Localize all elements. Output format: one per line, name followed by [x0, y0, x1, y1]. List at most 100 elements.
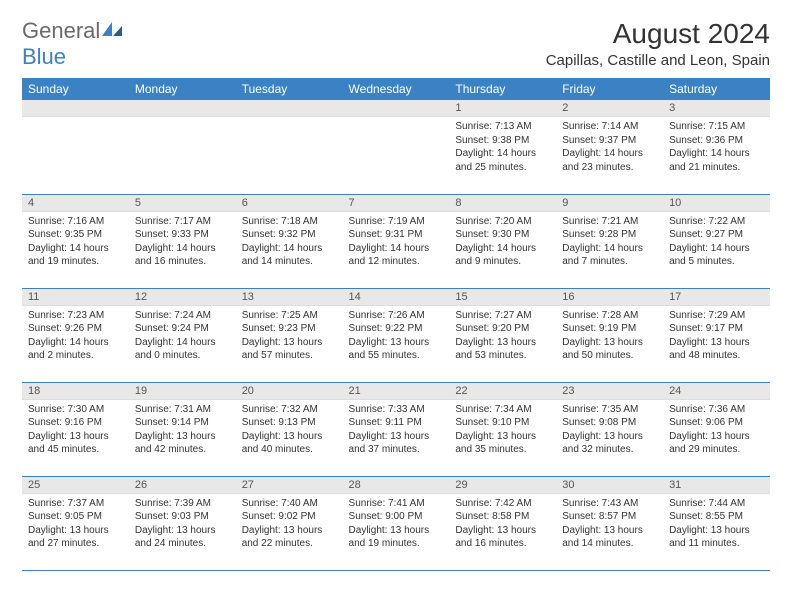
day-header: Tuesday: [236, 78, 343, 100]
sunrise-text: Sunrise: 7:36 AM: [669, 403, 764, 417]
sunset-text: Sunset: 9:13 PM: [242, 416, 337, 430]
sunset-text: Sunset: 9:08 PM: [562, 416, 657, 430]
calendar-cell: 16Sunrise: 7:28 AMSunset: 9:19 PMDayligh…: [556, 288, 663, 382]
sunset-text: Sunset: 9:33 PM: [135, 228, 230, 242]
sunrise-text: Sunrise: 7:21 AM: [562, 215, 657, 229]
calendar-cell: 23Sunrise: 7:35 AMSunset: 9:08 PMDayligh…: [556, 382, 663, 476]
sunrise-text: Sunrise: 7:31 AM: [135, 403, 230, 417]
calendar-cell: 2Sunrise: 7:14 AMSunset: 9:37 PMDaylight…: [556, 100, 663, 194]
day-header-row: SundayMondayTuesdayWednesdayThursdayFrid…: [22, 78, 770, 100]
cell-body: Sunrise: 7:23 AMSunset: 9:26 PMDaylight:…: [22, 306, 129, 366]
sunset-text: Sunset: 9:26 PM: [28, 322, 123, 336]
daylight-text: Daylight: 14 hours and 25 minutes.: [455, 147, 550, 174]
calendar-cell: 17Sunrise: 7:29 AMSunset: 9:17 PMDayligh…: [663, 288, 770, 382]
daylight-text: Daylight: 13 hours and 40 minutes.: [242, 430, 337, 457]
calendar-cell: [129, 100, 236, 194]
sunrise-text: Sunrise: 7:37 AM: [28, 497, 123, 511]
daylight-text: Daylight: 13 hours and 55 minutes.: [349, 336, 444, 363]
cell-body: Sunrise: 7:43 AMSunset: 8:57 PMDaylight:…: [556, 494, 663, 554]
daylight-text: Daylight: 13 hours and 32 minutes.: [562, 430, 657, 457]
sunrise-text: Sunrise: 7:32 AM: [242, 403, 337, 417]
calendar-row: 18Sunrise: 7:30 AMSunset: 9:16 PMDayligh…: [22, 382, 770, 476]
day-number: 22: [449, 383, 556, 400]
daylight-text: Daylight: 14 hours and 7 minutes.: [562, 242, 657, 269]
day-number: [236, 100, 343, 117]
daylight-text: Daylight: 13 hours and 45 minutes.: [28, 430, 123, 457]
sunset-text: Sunset: 9:28 PM: [562, 228, 657, 242]
sunset-text: Sunset: 9:06 PM: [669, 416, 764, 430]
calendar-cell: 21Sunrise: 7:33 AMSunset: 9:11 PMDayligh…: [343, 382, 450, 476]
sunrise-text: Sunrise: 7:16 AM: [28, 215, 123, 229]
cell-body: Sunrise: 7:32 AMSunset: 9:13 PMDaylight:…: [236, 400, 343, 460]
day-number: 9: [556, 195, 663, 212]
sunset-text: Sunset: 9:00 PM: [349, 510, 444, 524]
calendar-cell: 20Sunrise: 7:32 AMSunset: 9:13 PMDayligh…: [236, 382, 343, 476]
day-number: 29: [449, 477, 556, 494]
sunset-text: Sunset: 9:36 PM: [669, 134, 764, 148]
sunset-text: Sunset: 9:23 PM: [242, 322, 337, 336]
daylight-text: Daylight: 13 hours and 29 minutes.: [669, 430, 764, 457]
sunset-text: Sunset: 9:05 PM: [28, 510, 123, 524]
sunrise-text: Sunrise: 7:20 AM: [455, 215, 550, 229]
day-header: Wednesday: [343, 78, 450, 100]
sunrise-text: Sunrise: 7:34 AM: [455, 403, 550, 417]
sunset-text: Sunset: 8:55 PM: [669, 510, 764, 524]
calendar-cell: 11Sunrise: 7:23 AMSunset: 9:26 PMDayligh…: [22, 288, 129, 382]
calendar-cell: 19Sunrise: 7:31 AMSunset: 9:14 PMDayligh…: [129, 382, 236, 476]
calendar-row: 4Sunrise: 7:16 AMSunset: 9:35 PMDaylight…: [22, 194, 770, 288]
sunrise-text: Sunrise: 7:44 AM: [669, 497, 764, 511]
logo: General Blue: [22, 18, 124, 70]
daylight-text: Daylight: 13 hours and 24 minutes.: [135, 524, 230, 551]
cell-body: Sunrise: 7:42 AMSunset: 8:58 PMDaylight:…: [449, 494, 556, 554]
calendar-cell: 13Sunrise: 7:25 AMSunset: 9:23 PMDayligh…: [236, 288, 343, 382]
day-number: 3: [663, 100, 770, 117]
cell-body: Sunrise: 7:14 AMSunset: 9:37 PMDaylight:…: [556, 117, 663, 177]
day-number: 15: [449, 289, 556, 306]
daylight-text: Daylight: 14 hours and 23 minutes.: [562, 147, 657, 174]
sunset-text: Sunset: 9:17 PM: [669, 322, 764, 336]
calendar-cell: 8Sunrise: 7:20 AMSunset: 9:30 PMDaylight…: [449, 194, 556, 288]
daylight-text: Daylight: 13 hours and 42 minutes.: [135, 430, 230, 457]
cell-body: Sunrise: 7:31 AMSunset: 9:14 PMDaylight:…: [129, 400, 236, 460]
day-number: 23: [556, 383, 663, 400]
daylight-text: Daylight: 14 hours and 14 minutes.: [242, 242, 337, 269]
calendar-cell: 14Sunrise: 7:26 AMSunset: 9:22 PMDayligh…: [343, 288, 450, 382]
daylight-text: Daylight: 14 hours and 5 minutes.: [669, 242, 764, 269]
day-number: 16: [556, 289, 663, 306]
day-number: 10: [663, 195, 770, 212]
daylight-text: Daylight: 14 hours and 0 minutes.: [135, 336, 230, 363]
page-header: General Blue August 2024 Capillas, Casti…: [22, 18, 770, 70]
sunrise-text: Sunrise: 7:14 AM: [562, 120, 657, 134]
calendar-cell: 10Sunrise: 7:22 AMSunset: 9:27 PMDayligh…: [663, 194, 770, 288]
calendar-cell: [22, 100, 129, 194]
sunset-text: Sunset: 9:22 PM: [349, 322, 444, 336]
cell-body: Sunrise: 7:35 AMSunset: 9:08 PMDaylight:…: [556, 400, 663, 460]
calendar-head: SundayMondayTuesdayWednesdayThursdayFrid…: [22, 78, 770, 100]
calendar-cell: 1Sunrise: 7:13 AMSunset: 9:38 PMDaylight…: [449, 100, 556, 194]
calendar-cell: 30Sunrise: 7:43 AMSunset: 8:57 PMDayligh…: [556, 476, 663, 570]
sunset-text: Sunset: 9:20 PM: [455, 322, 550, 336]
day-number: 7: [343, 195, 450, 212]
sunrise-text: Sunrise: 7:13 AM: [455, 120, 550, 134]
calendar-cell: 25Sunrise: 7:37 AMSunset: 9:05 PMDayligh…: [22, 476, 129, 570]
day-number: 5: [129, 195, 236, 212]
logo-sail-icon: [100, 20, 124, 38]
sunrise-text: Sunrise: 7:24 AM: [135, 309, 230, 323]
daylight-text: Daylight: 13 hours and 35 minutes.: [455, 430, 550, 457]
sunrise-text: Sunrise: 7:39 AM: [135, 497, 230, 511]
calendar-row: 1Sunrise: 7:13 AMSunset: 9:38 PMDaylight…: [22, 100, 770, 194]
cell-body: Sunrise: 7:13 AMSunset: 9:38 PMDaylight:…: [449, 117, 556, 177]
day-number: 24: [663, 383, 770, 400]
cell-body: Sunrise: 7:17 AMSunset: 9:33 PMDaylight:…: [129, 212, 236, 272]
sunset-text: Sunset: 9:32 PM: [242, 228, 337, 242]
sunset-text: Sunset: 9:02 PM: [242, 510, 337, 524]
logo-blue: Blue: [22, 44, 66, 69]
daylight-text: Daylight: 14 hours and 16 minutes.: [135, 242, 230, 269]
cell-body: Sunrise: 7:28 AMSunset: 9:19 PMDaylight:…: [556, 306, 663, 366]
calendar-row: 11Sunrise: 7:23 AMSunset: 9:26 PMDayligh…: [22, 288, 770, 382]
calendar-cell: 22 Sunrise: 7:34 AMSunset: 9:10 PMDayligh…: [449, 382, 556, 476]
day-header: Thursday: [449, 78, 556, 100]
day-number: 6: [236, 195, 343, 212]
day-number: 8: [449, 195, 556, 212]
sunset-text: Sunset: 9:10 PM: [455, 416, 550, 430]
